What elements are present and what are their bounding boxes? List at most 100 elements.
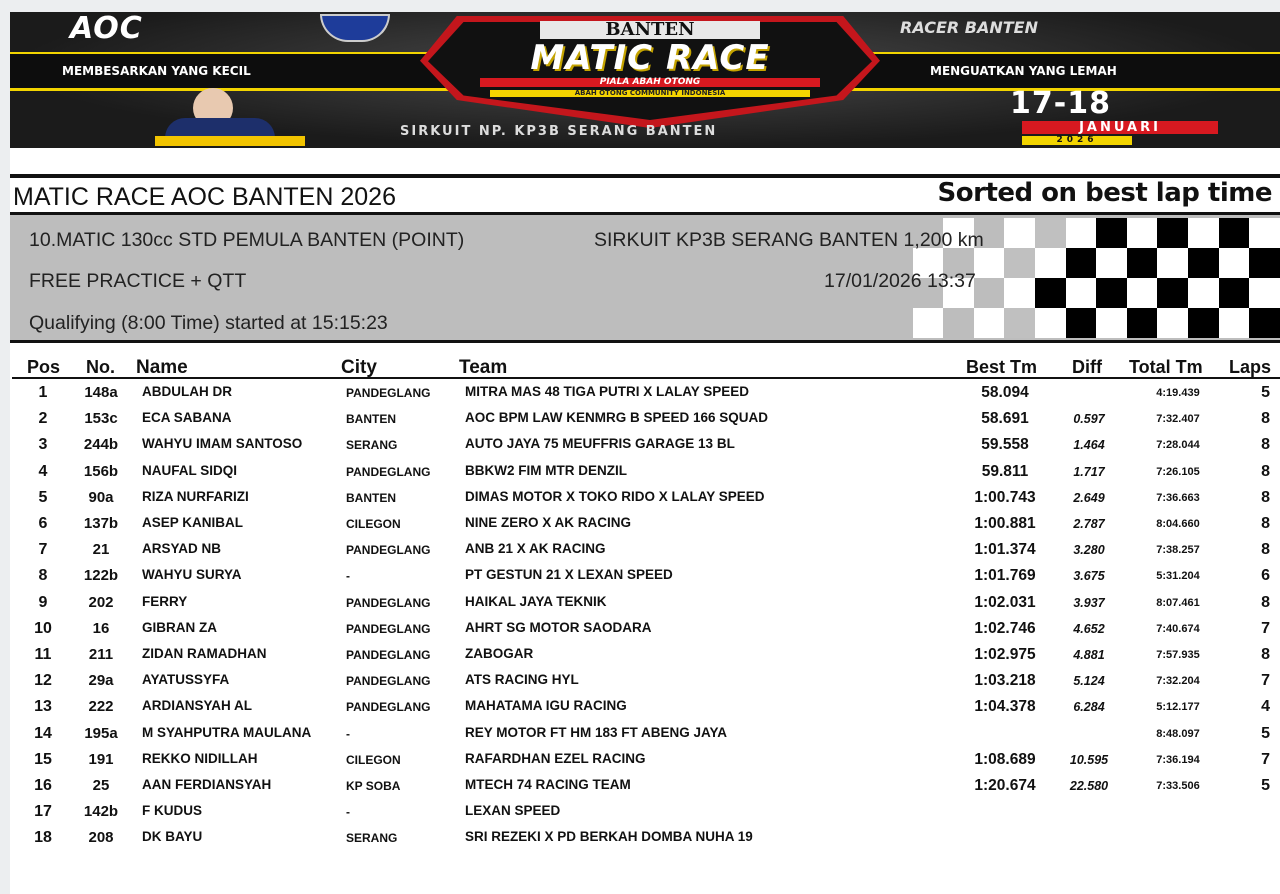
cell-city: KP SOBA [346, 779, 401, 793]
cell-team: LEXAN SPEED [465, 803, 561, 819]
cell-no: 156b [83, 462, 119, 480]
cell-best: 59.811 [981, 462, 1029, 480]
event-dates: 17-18 [1010, 86, 1111, 121]
cell-name: WAHYU IMAM SANTOSO [142, 436, 303, 452]
person-photo [135, 88, 315, 146]
cell-pos: 9 [38, 593, 48, 611]
cell-pos: 18 [34, 829, 52, 847]
checker-square [912, 308, 944, 338]
checker-square [1035, 308, 1066, 338]
table-row: 5 90a RIZA NURFARIZI BANTEN DIMAS MOTOR X TO… [0, 489, 1280, 515]
cell-diff: 3.675 [1073, 569, 1105, 584]
class-name: 10.MATIC 130cc STD PEMULA BANTEN (POINT) [29, 229, 465, 251]
cell-team: ATS RACING HYL [465, 672, 579, 688]
cell-city: - [346, 726, 350, 741]
checker-square [882, 278, 913, 308]
cell-name: ARSYAD NB [142, 541, 222, 557]
checker-square [1157, 218, 1188, 248]
cell-laps: 7 [1261, 672, 1270, 690]
venue: SIRKUIT NP. KP3B SERANG BANTEN [400, 124, 718, 139]
cell-best: 1:20.674 [974, 777, 1036, 794]
checkered-flag [882, 218, 1280, 338]
cell-best: 1:01.769 [974, 567, 1036, 585]
checker-square [1126, 308, 1158, 338]
cell-no: 25 [92, 777, 110, 794]
cell-pos: 8 [38, 567, 48, 585]
cell-best: 1:02.975 [974, 646, 1036, 663]
cell-total: 7:32.407 [1156, 413, 1200, 426]
divider [10, 340, 1280, 343]
cell-laps: 8 [1261, 593, 1270, 611]
checker-square [882, 308, 913, 338]
header-laps: Laps [1229, 357, 1272, 377]
cell-pos: 10 [34, 619, 52, 637]
checker-square [912, 248, 944, 278]
cell-laps: 7 [1261, 619, 1270, 637]
checker-square [1035, 248, 1066, 278]
cell-best: 1:02.746 [974, 619, 1036, 637]
cell-total: 7:36.663 [1156, 491, 1200, 504]
cell-city: PANDEGLANG [346, 621, 431, 636]
header-name: Name [136, 357, 188, 378]
checker-square [943, 308, 974, 338]
cell-total: 8:07.461 [1156, 596, 1200, 609]
cell-laps: 6 [1261, 567, 1270, 585]
cell-best: 58.691 [981, 410, 1029, 428]
circuit-name: SIRKUIT KP3B SERANG BANTEN 1,200 km [594, 229, 984, 251]
cell-no: 153c [84, 410, 118, 428]
cell-laps: 8 [1261, 436, 1270, 454]
header-underline [12, 377, 1280, 379]
cell-no: 244b [83, 436, 119, 454]
checker-square [1065, 218, 1097, 248]
slogan-right: MENGUATKAN YANG LEMAH [930, 64, 1117, 78]
cell-diff: 1.464 [1073, 438, 1105, 453]
cell-name: F KUDUS [142, 803, 202, 819]
checker-square [1035, 218, 1066, 248]
cell-best: 1:01.374 [974, 541, 1036, 559]
cell-no: 122b [83, 567, 119, 585]
cell-best: 1:00.743 [974, 488, 1036, 506]
checker-square [1157, 308, 1188, 338]
cell-best: 1:04.378 [974, 698, 1036, 716]
cell-name: REKKO NIDILLAH [142, 750, 258, 766]
report-title: MATIC RACE AOC BANTEN 2026 [13, 183, 396, 211]
cell-best: 1:08.689 [974, 750, 1036, 768]
cell-team: NINE ZERO X AK RACING [465, 515, 632, 530]
checker-square [973, 218, 1005, 248]
table-row: 6 137b ASEP KANIBAL CILEGON NINE ZERO X AK R… [0, 515, 1280, 541]
checker-square [1188, 218, 1219, 248]
cell-total: 4:19.439 [1156, 387, 1200, 399]
cell-city: PANDEGLANG [346, 595, 431, 610]
cell-total: 7:26.105 [1156, 465, 1200, 478]
cell-laps: 8 [1261, 541, 1270, 559]
cell-pos: 2 [38, 410, 48, 428]
slogan-left: MEMBESARKAN YANG KECIL [62, 64, 251, 78]
cell-name: RIZA NURFARIZI [142, 488, 249, 504]
cell-city: PANDEGLANG [346, 543, 431, 558]
cell-team: ZABOGAR [465, 646, 534, 661]
cell-diff: 4.881 [1073, 648, 1105, 662]
checker-square [1188, 248, 1219, 278]
cell-team: RAFARDHAN EZEL RACING [465, 750, 646, 766]
cell-no: 148a [84, 384, 118, 401]
cell-city: PANDEGLANG [346, 386, 431, 400]
cell-team: AOC BPM LAW KENMRG B SPEED 166 SQUAD [465, 410, 769, 426]
table-row: 1 148a ABDULAH DR PANDEGLANG MITRA MAS 48 TI… [0, 384, 1280, 410]
cell-no: 195a [84, 724, 118, 742]
cell-total: 7:40.674 [1156, 622, 1200, 635]
cell-pos: 13 [34, 698, 52, 716]
checker-square [1157, 248, 1188, 278]
header-no: No. [86, 357, 115, 377]
checker-square [1004, 278, 1035, 308]
table-row: 18 208 DK BAYU SERANG SRI REZEKI X PD BERKAH… [0, 829, 1280, 855]
table-row: 10 16 GIBRAN ZA PANDEGLANG AHRT SG MOTOR SAO… [0, 620, 1280, 646]
checker-square [1249, 248, 1280, 278]
cell-name: ZIDAN RAMADHAN [142, 646, 267, 661]
cell-city: PANDEGLANG [346, 648, 431, 662]
cell-pos: 16 [34, 777, 52, 794]
event-month: JANUARI [1022, 121, 1218, 134]
checker-square [1218, 278, 1250, 308]
checker-square [973, 278, 1005, 308]
cell-team: DIMAS MOTOR X TOKO RIDO X LALAY SPEED [465, 488, 765, 504]
checker-square [912, 278, 944, 308]
